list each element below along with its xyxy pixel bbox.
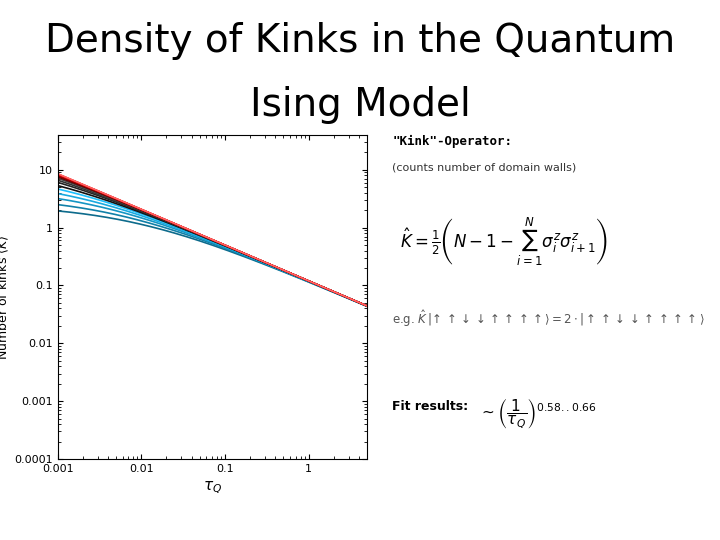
Text: Ising Model: Ising Model — [250, 86, 470, 124]
Text: "Kink"-Operator:: "Kink"-Operator: — [392, 135, 513, 148]
Text: e.g. $\hat{K}\,|\!\uparrow\uparrow\downarrow\downarrow\uparrow\uparrow\uparrow\u: e.g. $\hat{K}\,|\!\uparrow\uparrow\downa… — [392, 308, 705, 329]
X-axis label: $\tau_Q$: $\tau_Q$ — [203, 480, 222, 496]
Text: Fit results:: Fit results: — [392, 400, 469, 413]
Y-axis label: Number of kinks $\langle\hat{K}\rangle$: Number of kinks $\langle\hat{K}\rangle$ — [0, 234, 12, 360]
Text: $\sim\left(\dfrac{1}{\tau_Q}\right)^{0.58..0.66}$: $\sim\left(\dfrac{1}{\tau_Q}\right)^{0.5… — [479, 397, 596, 431]
Text: (counts number of domain walls): (counts number of domain walls) — [392, 162, 577, 172]
Text: Density of Kinks in the Quantum: Density of Kinks in the Quantum — [45, 22, 675, 59]
Text: $\hat{K} = \frac{1}{2}\left(N - 1 - \sum_{i=1}^{N}\sigma_i^z\sigma_{i+1}^z\right: $\hat{K} = \frac{1}{2}\left(N - 1 - \sum… — [400, 216, 608, 268]
